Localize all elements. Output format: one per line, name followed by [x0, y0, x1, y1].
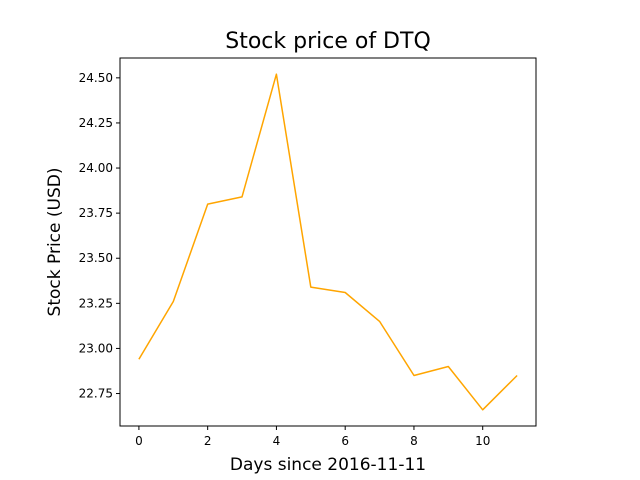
plot-area: [119, 57, 537, 427]
y-tick-label: 23.00: [79, 341, 113, 355]
x-tick-label: 4: [273, 434, 281, 448]
series-line: [138, 73, 518, 411]
y-tick-label: 23.75: [79, 206, 113, 220]
series-group: [138, 73, 518, 411]
x-tick-label: 6: [341, 434, 349, 448]
x-tick-label: 0: [135, 434, 143, 448]
y-tick-label: 23.25: [79, 296, 113, 310]
x-axis-title: Days since 2016-11-11: [230, 455, 426, 475]
x-tick-label: 2: [204, 434, 212, 448]
y-tick-label: 24.00: [79, 161, 113, 175]
x-tick-label: 8: [410, 434, 418, 448]
y-tick-label: 22.75: [79, 387, 113, 401]
x-tick-label: 10: [475, 434, 490, 448]
y-tick-label: 24.50: [79, 71, 113, 85]
y-tick-label: 23.50: [79, 251, 113, 265]
y-axis: 22.75 23.00 23.25 23.50 23.75 24.00 24.25 24.50: [79, 71, 120, 401]
y-axis-title: Stock Price (USD): [45, 168, 65, 317]
chart-title: Stock price of DTQ: [225, 29, 431, 54]
y-tick-label: 24.25: [79, 116, 113, 130]
x-axis: 0 2 4 6 8 10: [135, 426, 490, 448]
